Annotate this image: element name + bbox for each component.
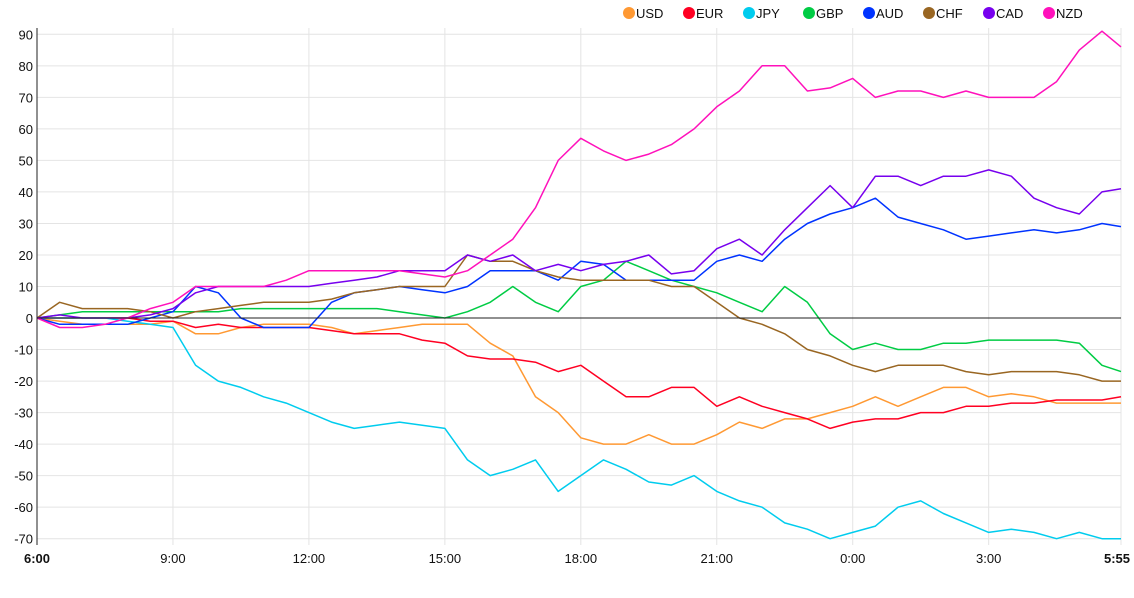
x-tick-label: 12:00 bbox=[293, 551, 326, 566]
legend-item-aud[interactable]: AUD bbox=[863, 6, 903, 21]
legend-label: AUD bbox=[876, 6, 903, 21]
y-tick-label: 30 bbox=[19, 216, 33, 231]
x-tick-label: 15:00 bbox=[429, 551, 462, 566]
y-tick-label: 0 bbox=[26, 311, 33, 326]
legend-label: NZD bbox=[1056, 6, 1083, 21]
series-line-usd bbox=[36, 317, 1121, 445]
legend-item-nzd[interactable]: NZD bbox=[1043, 6, 1083, 21]
legend-label: USD bbox=[636, 6, 663, 21]
legend-swatch-icon bbox=[803, 7, 815, 19]
legend-item-usd[interactable]: USD bbox=[623, 6, 663, 21]
y-tick-label: 80 bbox=[19, 59, 33, 74]
y-tick-label: 10 bbox=[19, 280, 33, 295]
y-tick-label: -40 bbox=[14, 437, 33, 452]
series-line-aud bbox=[36, 197, 1122, 329]
legend: USD EUR JPY GBP AUD CHF CAD NZD bbox=[623, 6, 1083, 21]
y-axis-ticks: 90 80 70 60 50 40 30 20 10 0 -10 -20 -30 -40 -50 -60 -70 bbox=[14, 27, 33, 546]
series-lines bbox=[36, 30, 1122, 540]
x-axis-ticks: 6:00 9:00 12:00 15:00 18:00 21:00 0:00 3:00 5:55 bbox=[24, 551, 1130, 566]
y-tick-label: -60 bbox=[14, 500, 33, 515]
legend-swatch-icon bbox=[743, 7, 755, 19]
legend-swatch-icon bbox=[923, 7, 935, 19]
y-tick-label: -70 bbox=[14, 532, 33, 547]
legend-swatch-icon bbox=[863, 7, 875, 19]
legend-swatch-icon bbox=[1043, 7, 1055, 19]
x-tick-label: 21:00 bbox=[700, 551, 733, 566]
y-tick-label: 40 bbox=[19, 185, 33, 200]
x-tick-label: 6:00 bbox=[24, 551, 50, 566]
y-tick-label: -10 bbox=[14, 343, 33, 358]
legend-label: GBP bbox=[816, 6, 843, 21]
series-line-gbp bbox=[36, 260, 1122, 373]
series-line-jpy bbox=[37, 317, 1121, 540]
y-tick-label: 20 bbox=[19, 248, 33, 263]
y-tick-label: 90 bbox=[19, 27, 33, 42]
y-tick-label: -30 bbox=[14, 406, 33, 421]
legend-swatch-icon bbox=[683, 7, 695, 19]
y-tick-label: 50 bbox=[19, 153, 33, 168]
y-tick-label: 70 bbox=[19, 90, 33, 105]
legend-item-jpy[interactable]: JPY bbox=[743, 6, 780, 21]
x-tick-label: 3:00 bbox=[976, 551, 1001, 566]
x-tick-label: 5:55 bbox=[1104, 551, 1130, 566]
legend-label: CAD bbox=[996, 6, 1023, 21]
y-tick-label: 60 bbox=[19, 122, 33, 137]
legend-item-gbp[interactable]: GBP bbox=[803, 6, 843, 21]
legend-label: CHF bbox=[936, 6, 963, 21]
legend-label: EUR bbox=[696, 6, 723, 21]
y-tick-label: -50 bbox=[14, 469, 33, 484]
series-line-eur bbox=[37, 317, 1122, 430]
legend-item-cad[interactable]: CAD bbox=[983, 6, 1023, 21]
series-line-nzd bbox=[36, 30, 1122, 329]
series-line-chf bbox=[36, 254, 1121, 382]
legend-swatch-icon bbox=[983, 7, 995, 19]
y-tick-label: -20 bbox=[14, 374, 33, 389]
legend-item-chf[interactable]: CHF bbox=[923, 6, 963, 21]
legend-label: JPY bbox=[756, 6, 780, 21]
x-tick-label: 18:00 bbox=[565, 551, 598, 566]
x-tick-label: 9:00 bbox=[160, 551, 185, 566]
legend-item-eur[interactable]: EUR bbox=[683, 6, 723, 21]
legend-swatch-icon bbox=[623, 7, 635, 19]
x-tick-label: 0:00 bbox=[840, 551, 865, 566]
